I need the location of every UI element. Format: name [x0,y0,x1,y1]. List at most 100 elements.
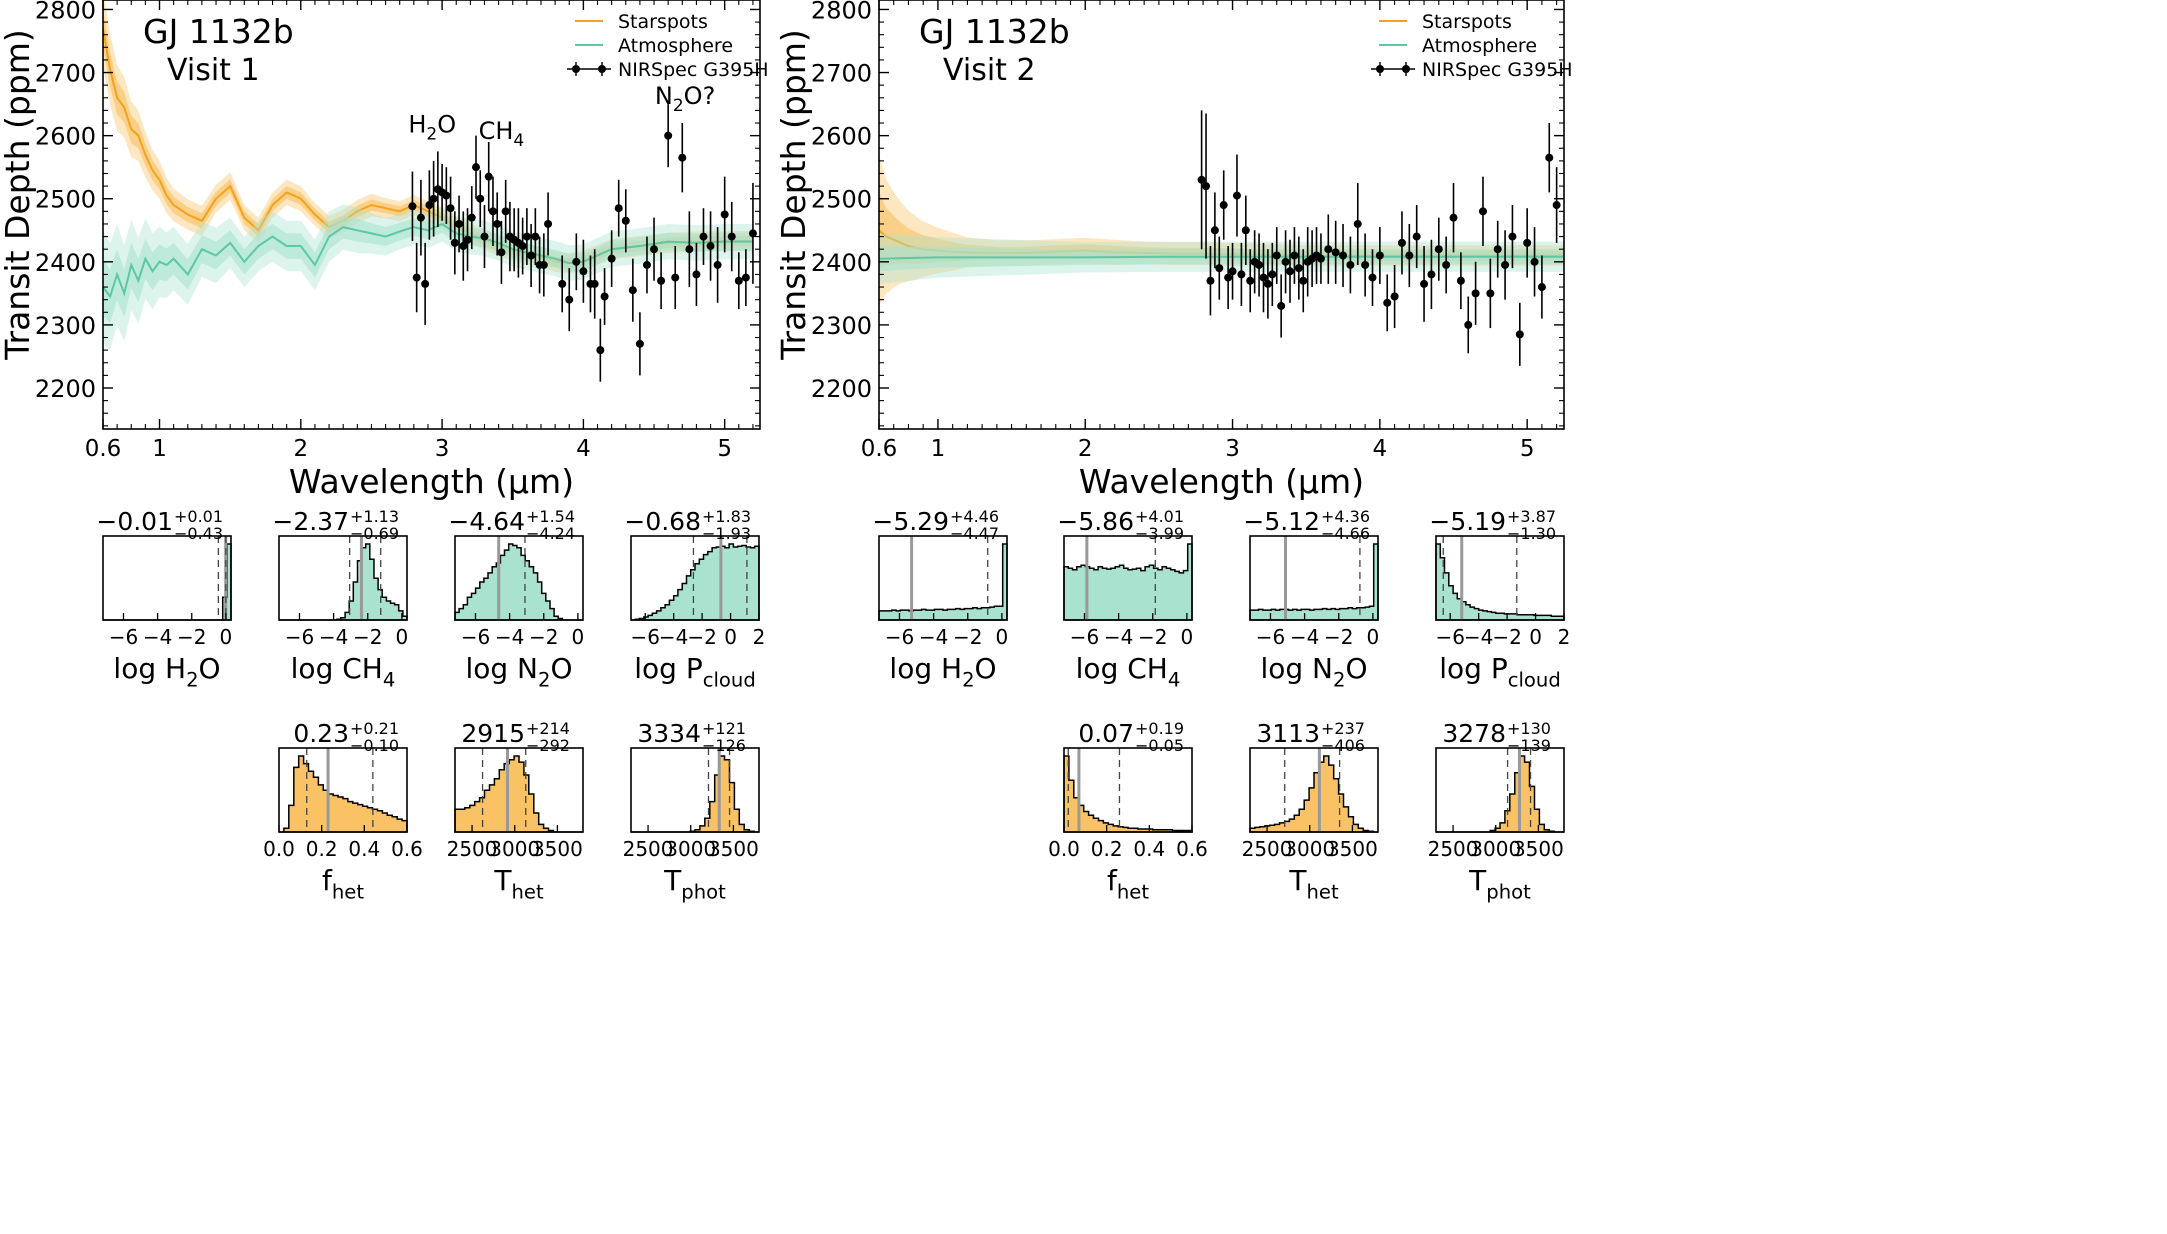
legend-label: Starspots [618,11,708,33]
data-point [531,208,540,265]
data-marker [1316,254,1325,263]
data-point [699,208,708,265]
spectrum-panel-visit2: 0.6 1 2 3 4 5 2200 2300 2400 2500 2600 2700 2800 Wave… [774,0,1573,501]
data-point [421,242,430,325]
posterior-minus-error: −3.99 [1135,524,1184,543]
hist-param-label: log H2O [113,652,220,691]
x-tick-label: 2 [293,436,308,462]
data-point [463,208,472,272]
posterior-value: 3278 [1442,719,1506,748]
data-point [412,242,421,313]
hist-tick-label: 0 [1367,625,1380,649]
hist-tick-label: 0.2 [1091,837,1123,861]
histogram-bars [631,755,759,833]
y-tick-label: 2300 [811,312,872,340]
data-marker [1353,219,1362,228]
histogram-frame [1249,747,1379,833]
data-point [607,230,616,288]
posterior-value: 0.23 [293,719,349,748]
data-point [720,176,729,253]
data-point [565,268,574,332]
data-point [657,252,666,310]
hist-tick-label: 3500 [532,837,583,861]
data-marker [1501,260,1510,269]
hist-tick-label: 0.4 [1133,837,1165,861]
posterior-plus-error: +0.19 [1135,719,1184,738]
starspots-band-1sigma [879,192,1564,269]
data-marker [1246,276,1255,285]
hist-tick-label: 0 [724,625,737,649]
data-point [1420,246,1429,322]
data-marker [1299,276,1308,285]
data-point [1246,249,1255,313]
data-marker [1286,267,1294,276]
data-marker [488,207,497,216]
hist-param-label-main: log P [634,652,702,685]
data-marker [1397,238,1406,247]
hist-param-label-tail: O [1345,652,1367,685]
data-point [1286,239,1294,303]
posterior-plus-error: +4.46 [950,507,999,526]
data-marker [1272,251,1281,260]
data-marker [671,273,680,282]
data-marker [734,276,743,285]
data-point [467,186,476,250]
data-point [1346,236,1355,294]
hist-tick-label: −4 [1464,625,1493,649]
posterior-minus-error: −139 [1507,736,1551,755]
annotation-sub: 2 [673,96,684,116]
posterior-minus-error: −126 [702,736,746,755]
data-point [425,170,434,240]
data-point [1331,220,1340,284]
data-marker [1290,251,1299,260]
data-marker [607,254,616,263]
y-tick-label: 2800 [35,0,96,24]
data-point [1316,233,1325,284]
data-marker [1478,207,1487,216]
data-marker [484,172,493,181]
data-marker [1255,260,1264,269]
data-marker [650,245,659,254]
hist-tick-label: 3500 [1513,837,1564,861]
posterior-histogram-visit1: −6−4−2 0 2 log Pcloud −0.68 +1.83−1.93 [624,507,765,691]
data-point [1228,242,1237,300]
data-point [522,208,531,265]
data-point [1263,249,1272,319]
data-marker [408,202,417,211]
data-point [1277,274,1286,338]
hist-param-label: log N2O [1260,652,1367,691]
hist-param-label-main: log CH [291,652,383,685]
data-point [1552,167,1561,243]
hist-tick-label: 2500 [1428,837,1479,861]
hist-tick-label: −4 [919,625,948,649]
data-point [455,195,464,253]
posterior-value: 3334 [637,719,701,748]
posterior-value: −5.86 [1057,507,1134,536]
hist-param-label-main: f [1107,864,1118,897]
hist-param-label: Tphot [1468,864,1531,903]
hist-tick-label: −4 [1290,625,1319,649]
data-point [1237,242,1246,306]
hist-param-label-sub: het [1306,880,1338,903]
hist-param-label-main: log CH [1076,652,1168,685]
hist-tick-label: −2 [177,625,206,649]
hist-tick-label: −4 [659,625,688,649]
data-marker [565,295,574,304]
data-point [706,211,715,281]
data-marker [1420,279,1429,288]
data-marker [1294,264,1303,273]
data-point [1545,123,1554,193]
data-point [1206,246,1215,316]
data-marker [455,219,464,228]
data-marker [1268,270,1277,279]
legend-item: Atmosphere [1379,35,1537,57]
annotation-tail: O [437,110,456,138]
chart-title: GJ 1132b [919,12,1070,51]
hist-param-label-sub: 2 [1333,668,1345,691]
data-point [442,167,451,224]
data-marker [635,339,644,348]
annotation-main: H [408,110,426,138]
y-tick-label: 2400 [811,249,872,277]
data-point [501,179,510,243]
